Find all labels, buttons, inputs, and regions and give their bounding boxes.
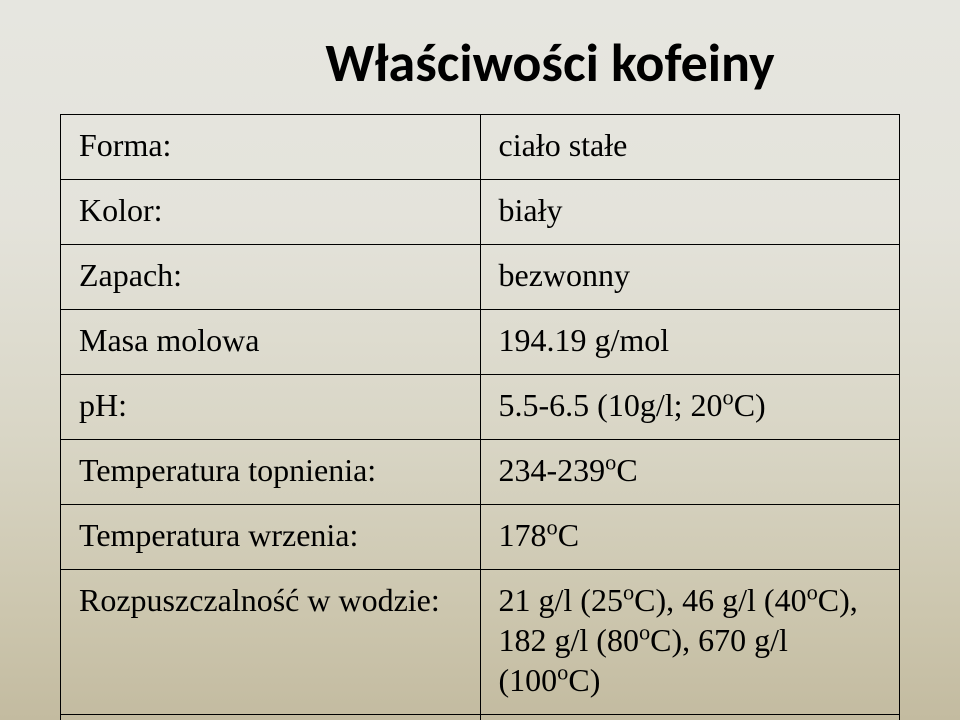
property-value: 194.19 g/mol bbox=[480, 310, 900, 375]
slide: Właściwości kofeiny Forma: ciało stałe K… bbox=[0, 0, 960, 720]
property-value: 10.5 g/l (25oC) bbox=[480, 715, 900, 720]
property-value: 5.5-6.5 (10g/l; 20oC) bbox=[480, 375, 900, 440]
property-value: 234-239oC bbox=[480, 440, 900, 505]
table-row: pH: 5.5-6.5 (10g/l; 20oC) bbox=[61, 375, 900, 440]
table-row: Forma: ciało stałe bbox=[61, 115, 900, 180]
table-row: Kolor: biały bbox=[61, 180, 900, 245]
property-label: Zapach: bbox=[61, 245, 481, 310]
table-row: Zapach: bezwonny bbox=[61, 245, 900, 310]
property-label: Rozpuszczalność w etanolu: bbox=[61, 715, 481, 720]
property-label: Forma: bbox=[61, 115, 481, 180]
property-value: 21 g/l (25oC), 46 g/l (40oC), 182 g/l (8… bbox=[480, 570, 900, 715]
property-value: bezwonny bbox=[480, 245, 900, 310]
property-value: biały bbox=[480, 180, 900, 245]
properties-table: Forma: ciało stałe Kolor: biały Zapach: … bbox=[60, 114, 900, 720]
property-label: Temperatura topnienia: bbox=[61, 440, 481, 505]
property-label: Kolor: bbox=[61, 180, 481, 245]
page-title: Właściwości kofeiny bbox=[60, 30, 900, 96]
table-row: Temperatura topnienia: 234-239oC bbox=[61, 440, 900, 505]
property-label: Temperatura wrzenia: bbox=[61, 505, 481, 570]
table-row: Temperatura wrzenia: 178oC bbox=[61, 505, 900, 570]
table-row: Rozpuszczalność w wodzie: 21 g/l (25oC),… bbox=[61, 570, 900, 715]
properties-table-body: Forma: ciało stałe Kolor: biały Zapach: … bbox=[61, 115, 900, 720]
table-row: Rozpuszczalność w etanolu: 10.5 g/l (25o… bbox=[61, 715, 900, 720]
property-label: Masa molowa bbox=[61, 310, 481, 375]
property-label: pH: bbox=[61, 375, 481, 440]
property-label: Rozpuszczalność w wodzie: bbox=[61, 570, 481, 715]
property-value: 178oC bbox=[480, 505, 900, 570]
property-value: ciało stałe bbox=[480, 115, 900, 180]
table-row: Masa molowa 194.19 g/mol bbox=[61, 310, 900, 375]
